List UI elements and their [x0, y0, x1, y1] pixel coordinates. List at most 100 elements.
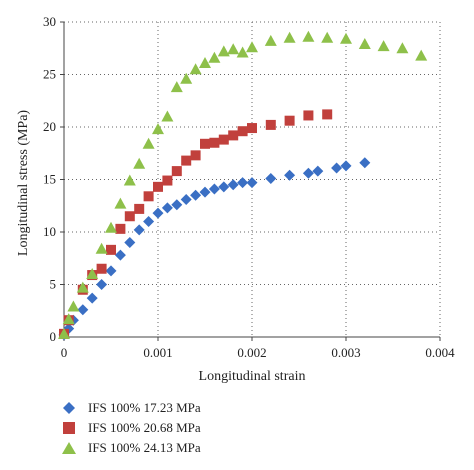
- y-tick-label: 10: [43, 224, 56, 239]
- triangle-point: [199, 56, 211, 68]
- diamond-point: [152, 207, 164, 219]
- diamond-point: [246, 177, 258, 189]
- chart-area: 0 0.001 0.002 0.003 0.004 0 5 10 15 20 25 30 Longi…: [16, 14, 455, 384]
- triangle-point: [340, 32, 352, 44]
- diamond-point: [265, 172, 277, 184]
- triangle-point: [189, 63, 202, 75]
- legend-item-series-1: IFS 100% 17.23 MPa: [60, 398, 201, 418]
- triangle-point: [86, 268, 99, 279]
- x-tick-label: 0.002: [237, 345, 266, 360]
- diamond-point: [77, 304, 89, 316]
- square-point: [284, 115, 295, 126]
- square-point: [115, 223, 126, 234]
- triangle-point: [283, 31, 296, 43]
- square-point: [237, 126, 248, 137]
- triangle-point: [264, 34, 277, 46]
- square-point: [322, 109, 333, 120]
- legend-item-series-3: IFS 100% 24.13 MPa: [60, 438, 201, 458]
- square-point: [228, 130, 239, 141]
- diamond-point: [63, 323, 75, 335]
- triangle-point: [217, 45, 230, 57]
- triangle-point: [377, 40, 390, 52]
- diamond-point: [359, 157, 371, 169]
- legend-label: IFS 100% 17.23 MPa: [88, 400, 201, 415]
- diamond-point: [133, 224, 145, 236]
- triangle-point: [105, 221, 117, 233]
- square-point: [190, 150, 201, 161]
- diamond-point: [180, 193, 192, 205]
- triangle-point: [396, 42, 409, 54]
- x-tick-label: 0.001: [143, 345, 172, 360]
- triangle-point: [246, 41, 258, 53]
- diamond-point: [218, 181, 230, 193]
- diamond-point: [171, 199, 183, 211]
- diamond-point: [237, 177, 249, 189]
- diamond-marker-icon: [60, 401, 78, 415]
- legend-item-series-2: IFS 100% 20.68 MPa: [60, 418, 201, 438]
- x-tick-label: 0.004: [425, 345, 455, 360]
- triangle-point: [114, 197, 127, 209]
- triangle-point: [95, 242, 108, 254]
- y-tick-label: 5: [50, 277, 57, 292]
- series-1: [58, 157, 371, 341]
- diamond-point: [284, 169, 296, 181]
- square-point: [143, 191, 154, 202]
- triangle-point: [170, 81, 183, 93]
- square-point: [303, 110, 314, 121]
- triangle-point: [415, 49, 428, 61]
- square-point: [153, 181, 163, 192]
- data-points: [58, 30, 428, 341]
- diamond-point: [105, 265, 117, 277]
- diamond-point: [124, 237, 136, 248]
- legend-label: IFS 100% 20.68 MPa: [88, 420, 201, 435]
- triangle-point: [161, 110, 174, 122]
- diamond-point: [86, 292, 98, 304]
- diamond-point: [331, 162, 343, 174]
- diamond-point: [143, 216, 155, 227]
- triangle-point: [321, 31, 334, 43]
- square-point: [200, 138, 210, 149]
- diamond-point: [199, 186, 211, 198]
- diamond-point: [114, 249, 126, 261]
- triangle-point: [123, 174, 136, 186]
- y-tick-label: 0: [50, 329, 57, 344]
- diamond-point: [302, 167, 314, 179]
- triangle-point: [58, 327, 70, 339]
- diamond-point: [161, 202, 173, 214]
- y-axis-label: Longitudinal stress (MPa): [16, 110, 31, 257]
- triangle-point: [76, 281, 89, 293]
- triangle-point: [180, 72, 193, 84]
- diamond-point: [96, 279, 108, 290]
- square-point: [218, 134, 229, 145]
- y-tick-label: 20: [43, 119, 56, 134]
- y-tick-label: 25: [43, 67, 56, 82]
- legend: IFS 100% 17.23 MPa IFS 100% 20.68 MPa IF…: [60, 398, 201, 458]
- series-2: [59, 109, 333, 339]
- square-point: [124, 211, 135, 222]
- square-point: [171, 166, 182, 177]
- series-3: [58, 30, 428, 339]
- triangle-marker-icon: [60, 441, 78, 455]
- square-point: [96, 263, 107, 274]
- triangle-point: [302, 30, 315, 42]
- diamond-point: [340, 160, 352, 172]
- triangle-point: [227, 43, 240, 55]
- y-tick-labels: 0 5 10 15 20 25 30: [43, 14, 56, 344]
- square-point: [265, 119, 276, 130]
- triangle-point: [133, 157, 146, 169]
- diamond-point: [208, 183, 220, 195]
- triangle-point: [67, 300, 80, 312]
- square-point: [247, 123, 257, 134]
- diamond-point: [190, 189, 202, 201]
- square-point: [209, 137, 220, 148]
- square-point: [181, 155, 192, 166]
- triangle-point: [208, 51, 221, 63]
- square-point: [134, 203, 145, 214]
- triangle-point: [358, 38, 371, 50]
- square-point: [162, 175, 173, 186]
- y-tick-label: 15: [43, 172, 56, 187]
- x-tick-label: 0: [61, 345, 68, 360]
- square-point: [106, 244, 116, 255]
- triangle-point: [152, 123, 164, 135]
- square-marker-icon: [60, 421, 78, 435]
